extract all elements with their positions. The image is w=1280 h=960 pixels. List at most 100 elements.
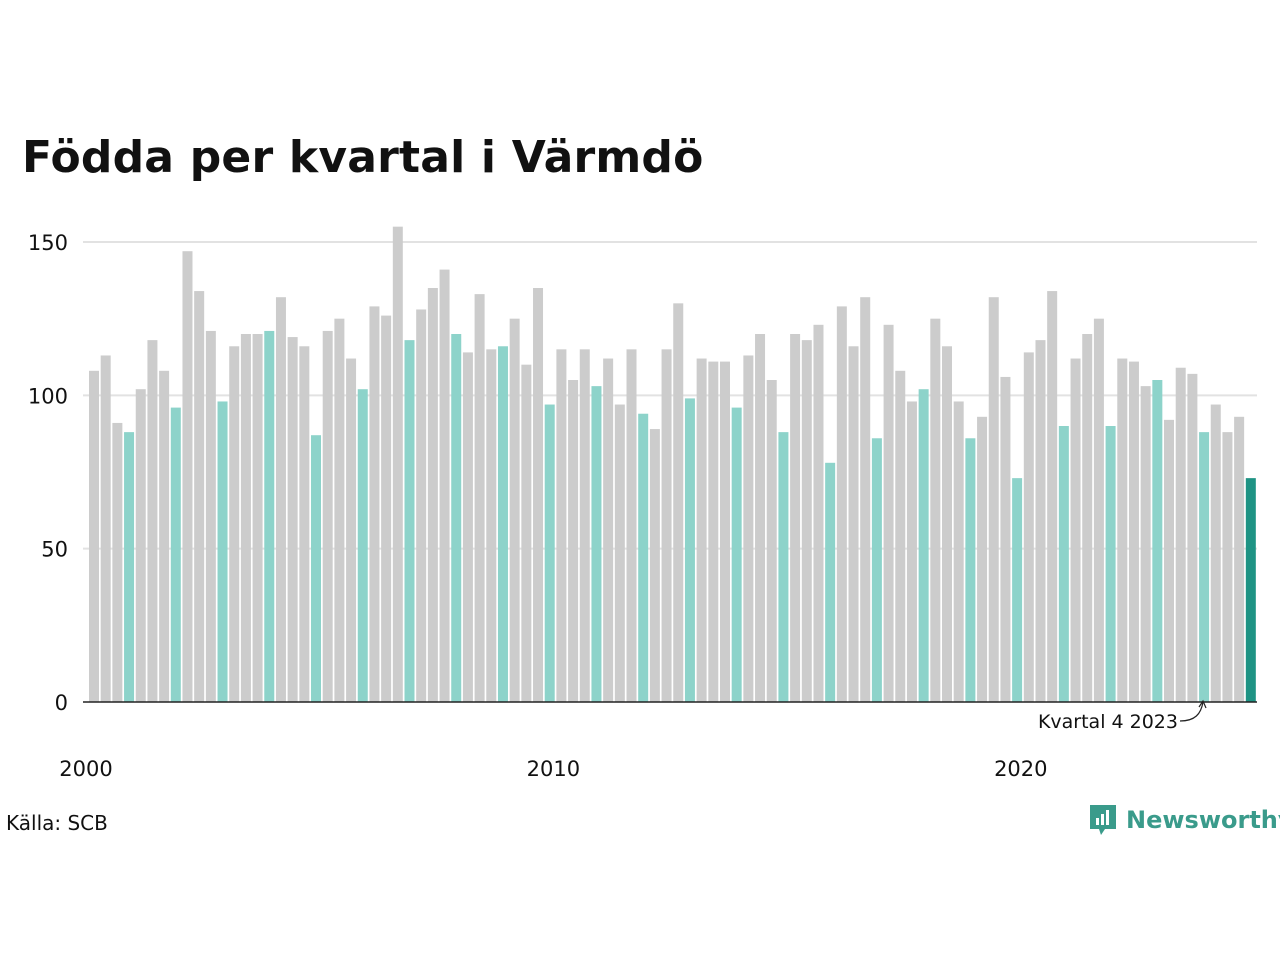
bar [416, 309, 427, 702]
bar [638, 413, 649, 702]
bar [813, 324, 824, 702]
bar [100, 355, 111, 702]
bar [1023, 352, 1034, 702]
bar [965, 438, 976, 702]
bar [1035, 340, 1046, 702]
bars [89, 226, 1256, 702]
bar [708, 361, 719, 702]
bar [988, 297, 999, 702]
bar [381, 315, 392, 702]
annotation-label: Kvartal 4 2023 [1038, 711, 1178, 733]
bar [719, 361, 730, 702]
bar [287, 337, 298, 702]
bar [392, 226, 403, 702]
bar [766, 380, 777, 702]
bar [579, 349, 590, 702]
bar [474, 294, 485, 702]
bar [801, 340, 812, 702]
bar [264, 330, 275, 702]
bar [696, 358, 707, 702]
bar [684, 398, 695, 702]
bar [591, 386, 602, 702]
bar [1000, 376, 1011, 702]
bar [871, 438, 882, 702]
bar [509, 318, 520, 702]
bar [334, 318, 345, 702]
bar [112, 422, 123, 702]
bar [462, 352, 473, 702]
bar [1082, 334, 1093, 702]
bar [322, 330, 333, 702]
bar [439, 269, 450, 702]
bar [533, 288, 544, 702]
bar [404, 340, 415, 702]
bar [229, 346, 240, 702]
annotation-arrowhead [1198, 699, 1207, 709]
bar [1175, 367, 1186, 702]
bar [497, 346, 508, 702]
bar [1164, 419, 1175, 702]
bar [895, 370, 906, 702]
annotation: Kvartal 4 2023 [1038, 699, 1207, 733]
bar [240, 334, 251, 702]
brand-logo: Newsworthy [1088, 803, 1280, 837]
y-tick-label: 0 [55, 691, 68, 715]
bar [1117, 358, 1128, 702]
bar [906, 401, 917, 702]
bar [942, 346, 953, 702]
bar [159, 370, 170, 702]
bar [977, 416, 988, 702]
bar [953, 401, 964, 702]
bar [1245, 478, 1256, 702]
y-tick-label: 50 [41, 538, 68, 562]
bar [883, 324, 894, 702]
bar [918, 389, 929, 702]
bar [568, 380, 579, 702]
bar [790, 334, 801, 702]
bar [217, 401, 228, 702]
bar [673, 303, 684, 702]
bar [275, 297, 286, 702]
bar [603, 358, 614, 702]
y-tick-label: 150 [28, 231, 68, 255]
bar [1105, 426, 1116, 702]
bar [170, 407, 181, 702]
bar [299, 346, 310, 702]
bar [427, 288, 438, 702]
bar [135, 389, 146, 702]
bar [848, 346, 859, 702]
bar [755, 334, 766, 702]
x-tick-label: 2010 [527, 757, 580, 781]
bar [369, 306, 380, 702]
x-axis: 2000 2010 2020 [59, 701, 1257, 781]
bar [649, 429, 660, 702]
bar [194, 291, 205, 702]
bar [1012, 478, 1023, 702]
bar [626, 349, 637, 702]
bar [1070, 358, 1081, 702]
bar [1199, 432, 1210, 702]
brand-name: Newsworthy [1126, 806, 1280, 834]
bar [451, 334, 462, 702]
bar [521, 364, 532, 702]
x-tick-label: 2020 [994, 757, 1047, 781]
annotation-arrow [1179, 701, 1204, 722]
bar [1234, 416, 1245, 702]
bar [825, 462, 836, 702]
x-tick-label: 2000 [59, 757, 112, 781]
bar [252, 334, 263, 702]
bar [1140, 386, 1151, 702]
bar [205, 330, 216, 702]
bar [147, 340, 158, 702]
bar [311, 435, 322, 702]
bar [743, 355, 754, 702]
bar [124, 432, 135, 702]
bar [89, 370, 99, 702]
bar [836, 306, 847, 702]
bar [357, 389, 368, 702]
source-label: Källa: SCB [6, 811, 108, 835]
bar [486, 349, 497, 702]
y-tick-label: 100 [28, 384, 68, 408]
bar [1210, 404, 1221, 702]
